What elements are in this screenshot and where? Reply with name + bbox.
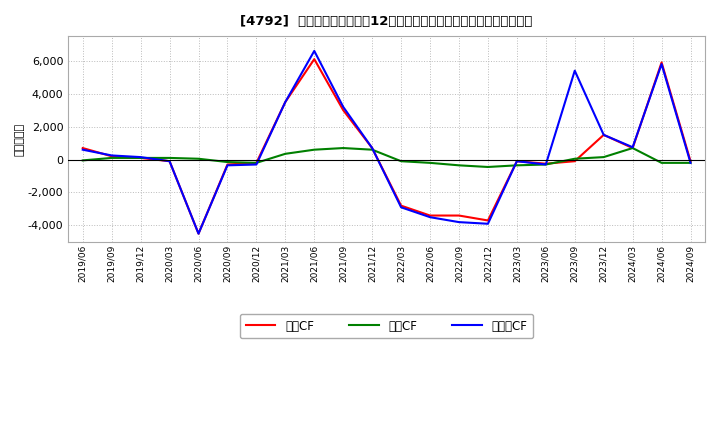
営業CF	[252, 160, 261, 165]
フリーCF	[339, 104, 348, 110]
投資CF	[339, 145, 348, 150]
営業CF	[599, 132, 608, 138]
投資CF	[136, 155, 145, 161]
フリーCF	[629, 145, 637, 150]
投資CF	[513, 163, 521, 168]
投資CF	[310, 147, 318, 152]
投資CF	[657, 160, 666, 165]
フリーCF	[194, 231, 203, 236]
フリーCF	[541, 162, 550, 167]
営業CF	[339, 107, 348, 113]
フリーCF	[136, 154, 145, 160]
フリーCF	[570, 68, 579, 73]
Line: フリーCF: フリーCF	[83, 51, 690, 234]
営業CF	[570, 158, 579, 164]
投資CF	[686, 160, 695, 165]
営業CF	[281, 99, 289, 105]
営業CF	[310, 56, 318, 62]
営業CF	[454, 213, 463, 218]
営業CF	[426, 213, 434, 218]
営業CF	[136, 155, 145, 161]
営業CF	[368, 145, 377, 150]
投資CF	[281, 151, 289, 157]
フリーCF	[397, 205, 405, 210]
フリーCF	[107, 153, 116, 158]
営業CF	[657, 60, 666, 65]
営業CF	[194, 231, 203, 236]
フリーCF	[454, 220, 463, 225]
フリーCF	[657, 62, 666, 67]
投資CF	[78, 158, 87, 163]
Y-axis label: （百万円）: （百万円）	[15, 122, 25, 156]
営業CF	[166, 158, 174, 164]
フリーCF	[281, 99, 289, 105]
営業CF	[223, 162, 232, 167]
フリーCF	[426, 215, 434, 220]
投資CF	[541, 162, 550, 167]
Line: 投資CF: 投資CF	[83, 148, 690, 167]
フリーCF	[223, 163, 232, 168]
投資CF	[194, 156, 203, 161]
フリーCF	[166, 158, 174, 164]
投資CF	[397, 158, 405, 164]
営業CF	[397, 203, 405, 208]
投資CF	[252, 160, 261, 165]
営業CF	[513, 158, 521, 164]
フリーCF	[599, 132, 608, 138]
投資CF	[166, 155, 174, 161]
フリーCF	[686, 160, 695, 165]
営業CF	[541, 161, 550, 166]
Line: 営業CF: 営業CF	[83, 59, 690, 234]
Title: [4792]  キャッシュフローの12か月移動合計の対前年同期増減額の推移: [4792] キャッシュフローの12か月移動合計の対前年同期増減額の推移	[240, 15, 533, 28]
投資CF	[629, 145, 637, 150]
フリーCF	[484, 221, 492, 227]
フリーCF	[78, 147, 87, 152]
投資CF	[570, 156, 579, 161]
営業CF	[484, 218, 492, 223]
フリーCF	[368, 145, 377, 150]
営業CF	[78, 145, 87, 150]
投資CF	[599, 154, 608, 160]
投資CF	[484, 164, 492, 169]
フリーCF	[252, 162, 261, 167]
Legend: 営業CF, 投資CF, フリーCF: 営業CF, 投資CF, フリーCF	[240, 314, 534, 338]
営業CF	[686, 158, 695, 164]
投資CF	[368, 147, 377, 152]
フリーCF	[310, 48, 318, 54]
フリーCF	[513, 158, 521, 164]
投資CF	[223, 159, 232, 165]
投資CF	[454, 163, 463, 168]
営業CF	[629, 145, 637, 150]
投資CF	[107, 155, 116, 161]
投資CF	[426, 160, 434, 165]
営業CF	[107, 154, 116, 159]
